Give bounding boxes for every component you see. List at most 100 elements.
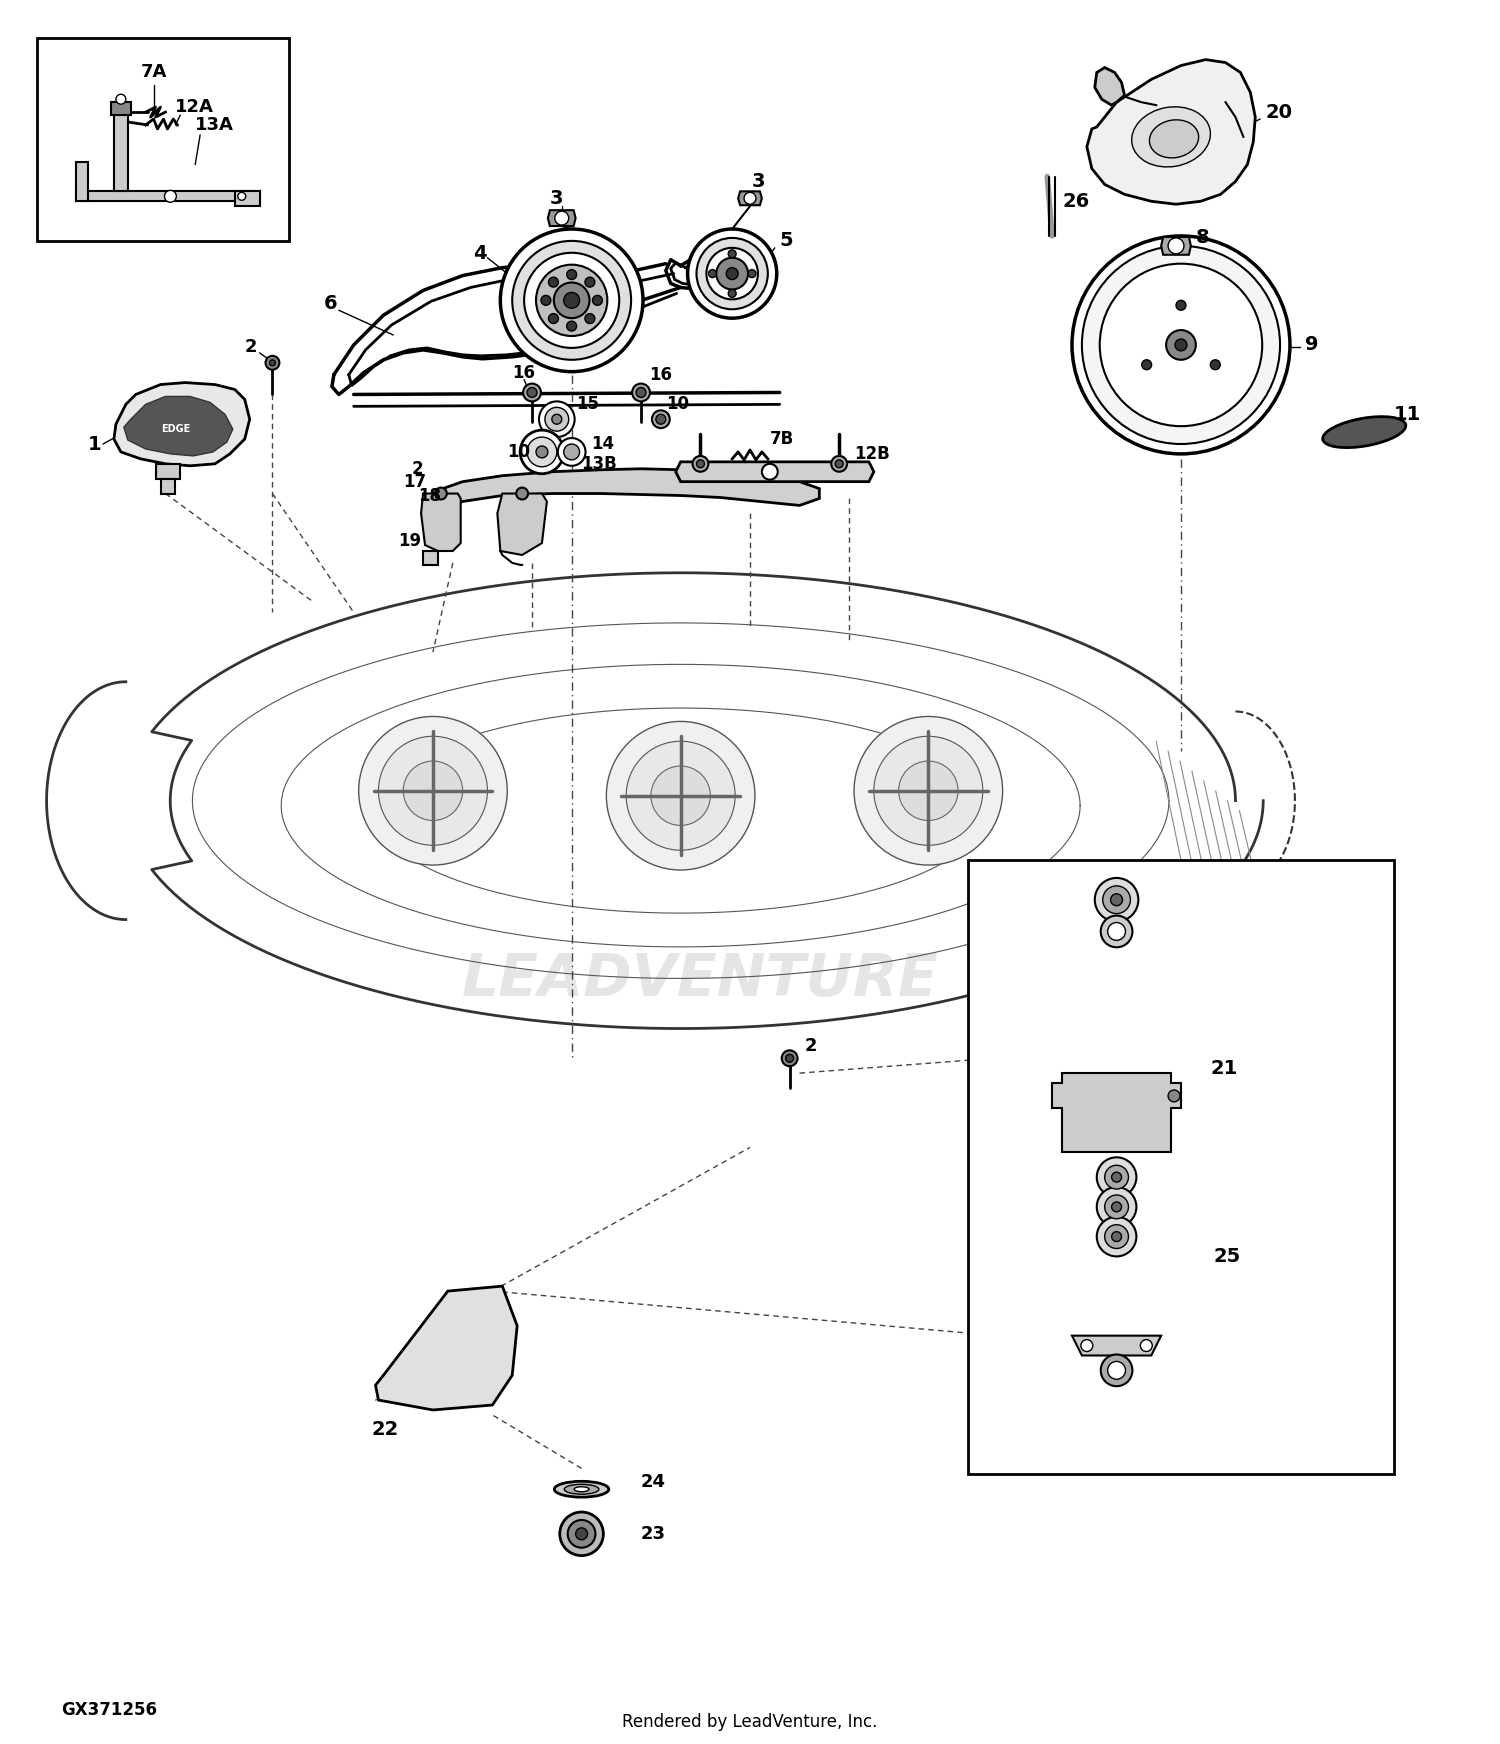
Text: 2: 2 [244, 338, 256, 356]
Circle shape [270, 359, 276, 366]
Text: 7A: 7A [141, 63, 166, 82]
Circle shape [1101, 1355, 1132, 1386]
Circle shape [836, 460, 843, 467]
Text: 24: 24 [640, 1474, 666, 1491]
Circle shape [585, 277, 596, 288]
Polygon shape [498, 494, 548, 555]
Circle shape [874, 736, 983, 846]
Text: 4: 4 [472, 244, 486, 263]
Circle shape [435, 488, 447, 499]
Circle shape [592, 295, 603, 305]
Polygon shape [422, 494, 460, 551]
Ellipse shape [564, 1484, 598, 1495]
Circle shape [1104, 1195, 1128, 1219]
Circle shape [544, 408, 568, 431]
Circle shape [567, 270, 576, 279]
Circle shape [524, 253, 620, 347]
Text: 6: 6 [324, 293, 338, 312]
Polygon shape [738, 192, 762, 206]
Text: 22: 22 [372, 1420, 399, 1439]
Circle shape [520, 431, 564, 474]
Circle shape [1210, 359, 1219, 370]
Circle shape [564, 445, 579, 460]
Polygon shape [548, 211, 576, 227]
Circle shape [728, 290, 736, 298]
Circle shape [898, 760, 958, 820]
Circle shape [728, 249, 736, 258]
Circle shape [1112, 1172, 1122, 1182]
Polygon shape [423, 551, 438, 565]
Circle shape [1142, 359, 1152, 370]
Circle shape [853, 717, 1002, 865]
Text: 2: 2 [411, 460, 423, 478]
Circle shape [636, 387, 646, 398]
Circle shape [1110, 893, 1122, 905]
Circle shape [1102, 886, 1131, 914]
Circle shape [782, 1050, 798, 1066]
Circle shape [706, 248, 758, 300]
Polygon shape [114, 382, 249, 466]
Circle shape [1140, 1339, 1152, 1352]
Circle shape [1096, 1188, 1137, 1226]
Circle shape [1096, 1158, 1137, 1196]
Circle shape [560, 1512, 603, 1556]
Circle shape [165, 190, 177, 202]
Circle shape [552, 415, 562, 424]
Circle shape [656, 415, 666, 424]
Circle shape [696, 460, 705, 467]
Text: Rendered by LeadVenture, Inc.: Rendered by LeadVenture, Inc. [622, 1713, 878, 1732]
Circle shape [831, 455, 848, 471]
Circle shape [651, 766, 711, 825]
Text: 17: 17 [404, 473, 426, 490]
Text: 18: 18 [419, 487, 441, 504]
Circle shape [1072, 235, 1290, 453]
Circle shape [1101, 916, 1132, 947]
Ellipse shape [1323, 417, 1406, 448]
Text: 11: 11 [1394, 405, 1420, 424]
Bar [968, 860, 1394, 1474]
Circle shape [1104, 1224, 1128, 1249]
Circle shape [762, 464, 777, 480]
Text: 16: 16 [650, 366, 672, 384]
Polygon shape [76, 162, 88, 201]
Circle shape [1095, 877, 1138, 921]
Circle shape [116, 94, 126, 105]
Circle shape [786, 1055, 794, 1062]
Circle shape [266, 356, 279, 370]
Polygon shape [111, 103, 130, 115]
Circle shape [1168, 237, 1184, 255]
Polygon shape [236, 192, 260, 206]
Text: 13B: 13B [582, 455, 618, 473]
Text: 23: 23 [640, 1524, 666, 1543]
Polygon shape [76, 192, 260, 201]
Text: 3: 3 [550, 188, 564, 208]
Circle shape [1166, 330, 1196, 359]
Text: 19: 19 [399, 532, 422, 549]
Circle shape [1107, 923, 1125, 940]
Circle shape [526, 387, 537, 398]
Circle shape [606, 722, 754, 870]
Circle shape [358, 717, 507, 865]
Circle shape [549, 314, 558, 323]
Circle shape [404, 760, 462, 820]
Circle shape [1096, 1217, 1137, 1256]
Circle shape [1100, 263, 1262, 426]
Polygon shape [156, 464, 180, 478]
Circle shape [567, 321, 576, 331]
Circle shape [1104, 1165, 1128, 1189]
Ellipse shape [1149, 120, 1198, 159]
Ellipse shape [574, 1486, 590, 1491]
Polygon shape [124, 396, 232, 455]
Circle shape [238, 192, 246, 201]
Circle shape [555, 211, 568, 225]
Circle shape [726, 267, 738, 279]
Circle shape [626, 741, 735, 851]
Text: 2: 2 [804, 1038, 818, 1055]
Circle shape [717, 258, 748, 290]
Circle shape [564, 293, 579, 309]
Text: 10: 10 [507, 443, 531, 460]
Text: 20: 20 [1264, 103, 1292, 122]
Circle shape [576, 1528, 588, 1540]
Circle shape [554, 283, 590, 317]
Circle shape [501, 228, 644, 371]
